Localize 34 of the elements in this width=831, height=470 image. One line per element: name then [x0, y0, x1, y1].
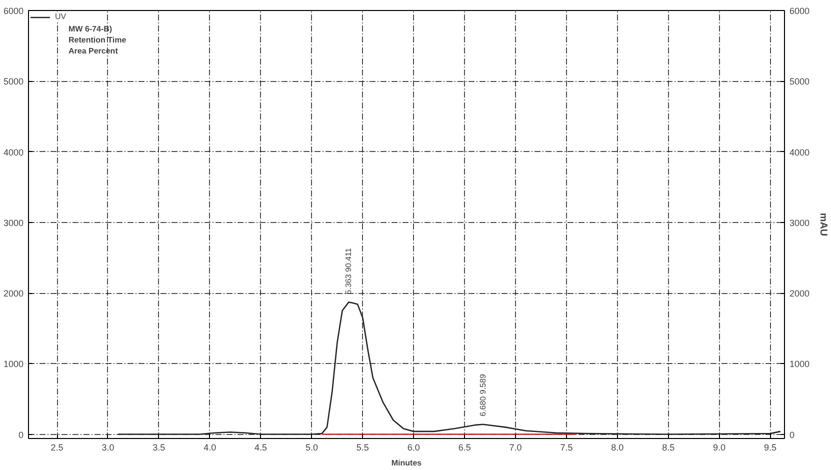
y-tick-label: 0 [18, 430, 24, 440]
x-tick-label: 7.5 [560, 442, 573, 452]
x-tick-label: 4.0 [204, 442, 216, 452]
x-tick-label: 6.5 [458, 442, 471, 452]
y-tick-label: 6000 [3, 6, 24, 16]
y2-tick-label: 1000 [790, 359, 810, 370]
y2-axis-title: mAU [818, 212, 829, 236]
legend-label: UV [55, 12, 68, 21]
x-tick-label: 8.0 [611, 442, 624, 452]
x-tick-label: 7.0 [509, 442, 522, 452]
y-tick-label: 4000 [3, 147, 24, 158]
x-tick-label: 9.0 [713, 442, 726, 452]
annotation: 6.680 9.589 [478, 374, 488, 416]
y-tick-label: 1000 [3, 359, 24, 370]
x-tick-label: 5.5 [356, 442, 369, 452]
x-axis-title: Minutes [391, 458, 422, 468]
y2-tick-label: 5000 [790, 76, 810, 87]
y2-tick-label: 2000 [790, 288, 810, 299]
x-tick-label: 9.5 [764, 442, 776, 452]
y2-tick-label: 3000 [790, 218, 810, 228]
x-tick-label: 3.5 [152, 442, 166, 452]
x-tick-label: 4.5 [254, 442, 268, 452]
x-tick-label: 8.5 [662, 442, 675, 452]
y-tick-label: 5000 [3, 76, 24, 87]
x-tick-label: 3.0 [102, 442, 114, 452]
x-tick-label: 2.5 [50, 442, 64, 452]
y-tick-label: 3000 [3, 218, 24, 228]
x-tick-label: 5.0 [305, 442, 318, 452]
y2-tick-label: 4000 [790, 147, 810, 158]
y2-tick-label: 6000 [790, 6, 810, 16]
x-tick-label: 6.0 [407, 442, 420, 452]
annotation: 5.363 90.411 [344, 248, 354, 294]
y2-tick-label: 0 [790, 430, 795, 440]
y-tick-label: 2000 [3, 288, 24, 299]
